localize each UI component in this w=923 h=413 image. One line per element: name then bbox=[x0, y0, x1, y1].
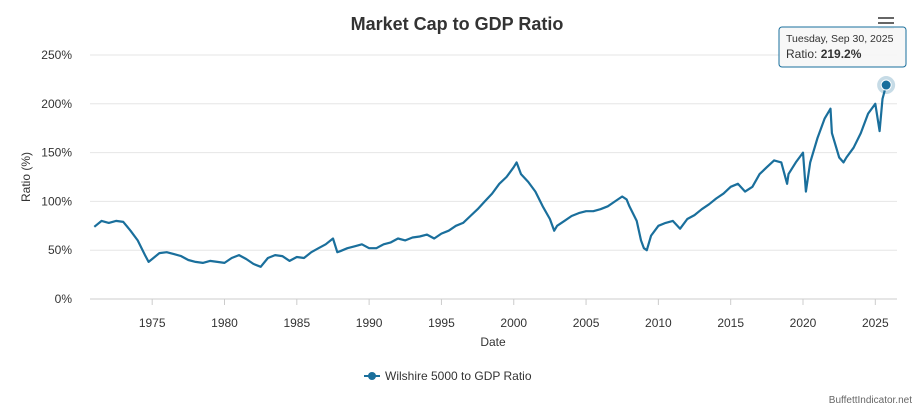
y-axis-ticks: 0% 50% 100% 150% 200% 250% bbox=[41, 48, 72, 306]
x-tick-label: 2020 bbox=[790, 316, 817, 330]
y-tick-label: 50% bbox=[48, 243, 72, 257]
y-tick-label: 200% bbox=[41, 97, 72, 111]
tooltip-label: Ratio: bbox=[786, 47, 821, 61]
hover-point[interactable] bbox=[880, 79, 892, 91]
y-tick-label: 150% bbox=[41, 146, 72, 160]
chart-credit[interactable]: BuffettIndicator.net bbox=[829, 395, 912, 406]
x-tick-label: 1990 bbox=[356, 316, 383, 330]
tooltip-value: 219.2% bbox=[821, 47, 862, 61]
tooltip-box bbox=[778, 26, 907, 68]
x-tick-label: 1985 bbox=[283, 316, 310, 330]
x-axis-title: Date bbox=[480, 335, 506, 349]
x-tick-label: 1995 bbox=[428, 316, 455, 330]
tooltip: Tuesday, Sep 30, 2025 Ratio: 219.2% bbox=[778, 26, 907, 68]
x-tick-label: 2005 bbox=[573, 316, 600, 330]
y-tick-label: 0% bbox=[55, 292, 73, 306]
x-tick-label: 2000 bbox=[500, 316, 527, 330]
y-axis-title: Ratio (%) bbox=[19, 152, 33, 202]
x-axis-ticks: 1975 1980 1985 1990 1995 2000 2005 2010 2015 2020… bbox=[139, 299, 889, 330]
legend-marker bbox=[368, 372, 376, 380]
y-tick-label: 100% bbox=[41, 194, 72, 208]
tooltip-date: Tuesday, Sep 30, 2025 bbox=[786, 33, 894, 45]
tooltip-value-row: Ratio: 219.2% bbox=[786, 47, 862, 61]
y-tick-label: 250% bbox=[41, 48, 72, 62]
series-line-wilshire-gdp bbox=[93, 84, 888, 268]
x-tick-label: 2025 bbox=[862, 316, 889, 330]
x-tick-label: 1975 bbox=[139, 316, 166, 330]
x-tick-label: 2010 bbox=[645, 316, 672, 330]
legend-label: Wilshire 5000 to GDP Ratio bbox=[385, 369, 532, 383]
x-tick-label: 2015 bbox=[717, 316, 744, 330]
legend-item-wilshire-gdp[interactable]: Wilshire 5000 to GDP Ratio bbox=[364, 369, 532, 383]
chart-title: Market Cap to GDP Ratio bbox=[351, 14, 564, 34]
x-tick-label: 1980 bbox=[211, 316, 238, 330]
